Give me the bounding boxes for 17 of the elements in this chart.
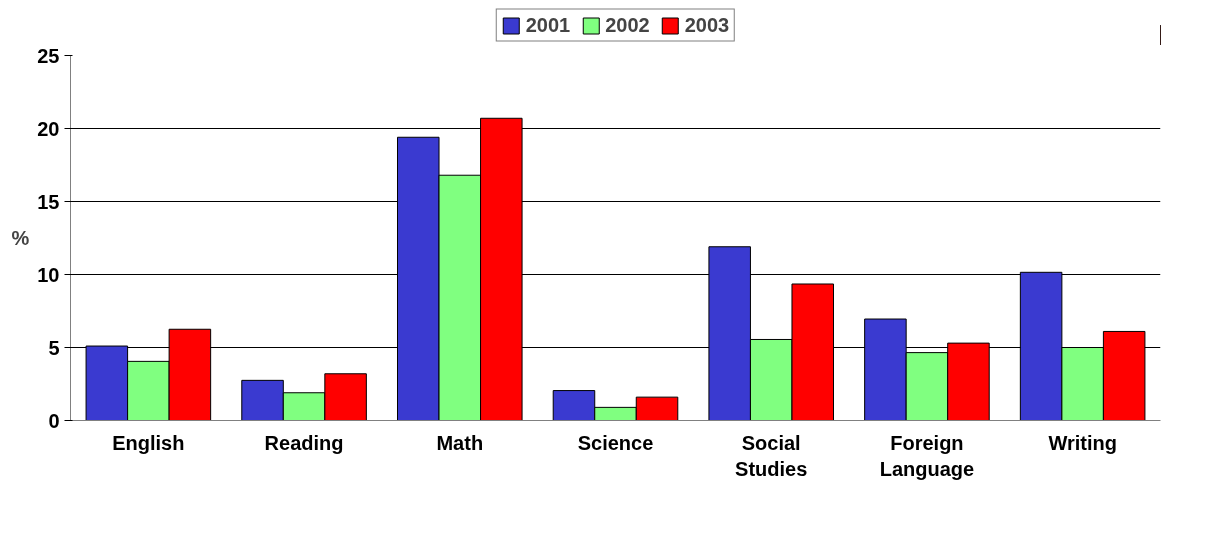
legend-label: 2002 [605,13,650,37]
y-tick-label: 15 [37,190,60,213]
x-tick-label: Writing [1048,431,1117,454]
y-axis-title: % [11,227,30,249]
y-tick-label: 0 [48,409,60,432]
x-tick-label: English [112,431,185,454]
y-tick-label: 20 [37,117,60,140]
x-tick-label: Science [577,431,654,454]
legend-label: 2001 [525,13,571,37]
y-tick-label: 25 [37,44,60,67]
y-tick-label: 10 [37,263,60,286]
x-tick-label: Foreign Language [879,431,975,480]
x-tick-label: Social Studies [735,431,808,480]
y-tick-label: 5 [48,336,60,359]
x-tick-label: Reading [264,431,344,454]
x-tick-label: Math [436,431,484,454]
legend-label: 2003 [684,13,730,37]
